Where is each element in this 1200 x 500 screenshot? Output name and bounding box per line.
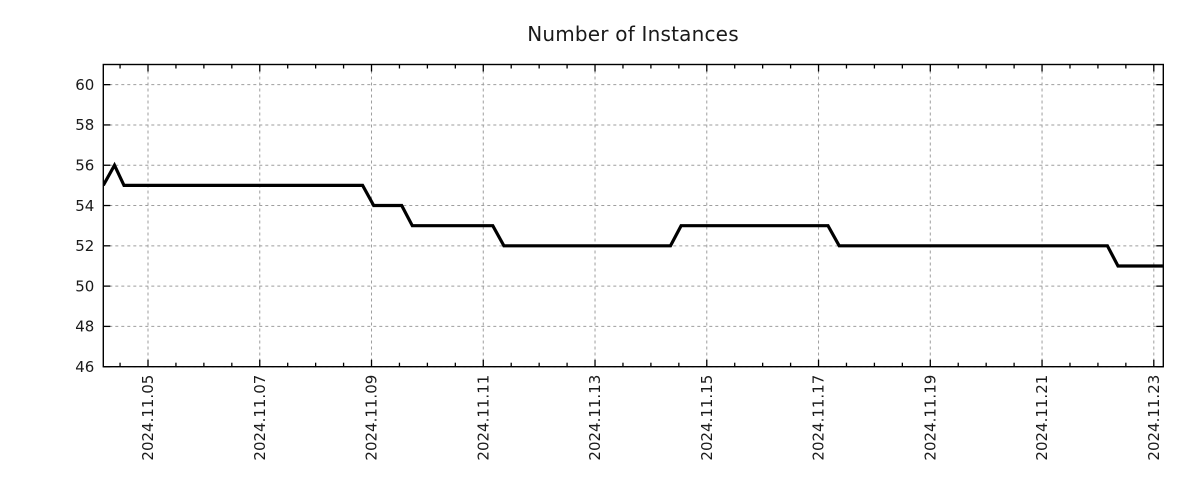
x-tick-label: 2024.11.21 [1033, 375, 1051, 461]
x-tick-label: 2024.11.23 [1145, 375, 1163, 461]
y-tick-label: 46 [75, 358, 94, 376]
y-tick-label: 56 [75, 156, 94, 174]
chart-title: Number of Instances [527, 22, 739, 46]
x-tick-label: 2024.11.15 [698, 375, 716, 461]
y-tick-label: 48 [75, 318, 94, 336]
x-tick-label: 2024.11.13 [586, 375, 604, 461]
x-tick-label: 2024.11.11 [474, 375, 492, 461]
x-tick-label: 2024.11.07 [251, 375, 269, 461]
y-tick-label: 52 [75, 237, 94, 255]
y-tick-label: 58 [75, 116, 94, 134]
y-tick-label: 60 [75, 76, 94, 94]
y-tick-label: 50 [75, 277, 94, 295]
x-tick-label: 2024.11.17 [810, 375, 828, 461]
x-tick-label: 2024.11.19 [921, 375, 939, 461]
plot-border [102, 63, 1165, 368]
x-tick-label: 2024.11.05 [139, 375, 157, 461]
series-line [103, 161, 1164, 268]
x-tick-label: 2024.11.09 [363, 375, 381, 461]
y-tick-label: 54 [75, 197, 94, 215]
